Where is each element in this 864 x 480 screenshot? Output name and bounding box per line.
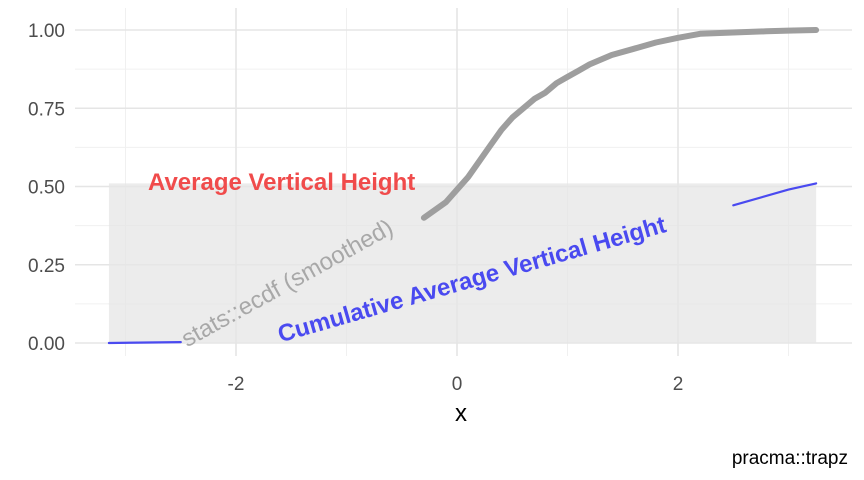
y-tick-label: 0.25 <box>28 256 65 277</box>
ecdf-line <box>420 27 820 221</box>
x-tick-label: 2 <box>673 374 684 395</box>
y-tick-labels: 0.00 0.25 0.50 0.75 1.00 <box>28 21 65 355</box>
annotation-average-vertical-height: Average Vertical Height <box>148 169 415 196</box>
cumulative-line-end <box>732 182 818 207</box>
x-tick-label: -2 <box>228 374 245 395</box>
y-tick-label: 0.00 <box>28 334 65 355</box>
x-tick-label: 0 <box>452 374 463 395</box>
y-tick-label: 0.50 <box>28 178 65 199</box>
average-height-rect <box>108 183 817 343</box>
average-height-area <box>108 183 817 343</box>
cumulative-line-start <box>107 341 182 345</box>
chart-caption: pracma::trapz <box>732 448 848 469</box>
series-layer <box>105 27 820 346</box>
y-tick-label: 0.75 <box>28 99 65 120</box>
x-axis-title: x <box>455 400 467 427</box>
x-tick-labels: -2 0 2 <box>228 374 684 395</box>
y-tick-label: 1.00 <box>28 21 65 42</box>
